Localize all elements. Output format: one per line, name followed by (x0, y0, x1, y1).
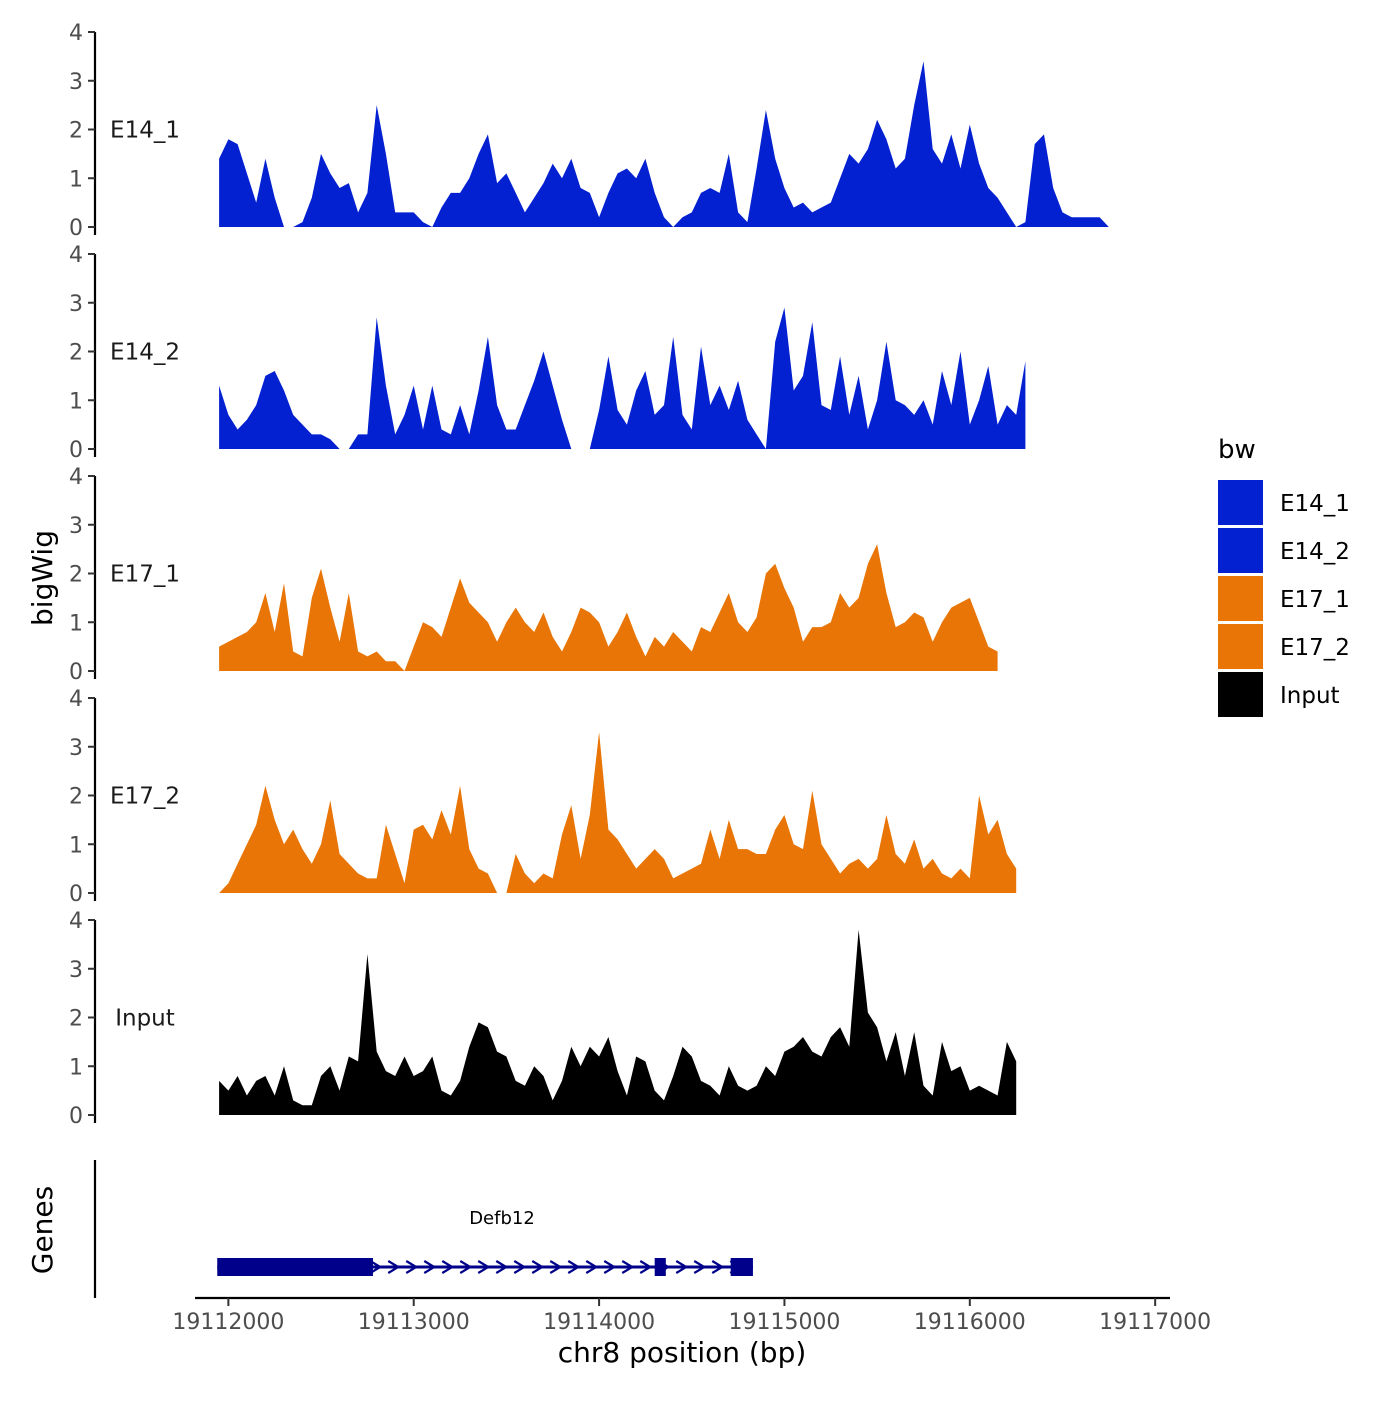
coverage-area-e14_1 (219, 61, 1119, 227)
y-tick-label: 4 (69, 243, 83, 268)
track-e17_2: 0 1 2 3 4 E17_2 (69, 687, 1017, 907)
y-tick-label: 1 (69, 611, 83, 636)
legend-title: bw (1218, 435, 1256, 465)
legend-entry-e17_1: E17_1 (1218, 576, 1350, 621)
legend-label: E14_2 (1280, 539, 1350, 565)
y-tick-label: 3 (69, 514, 83, 539)
y-tick-label: 2 (69, 119, 83, 144)
y-tick-label: 4 (69, 909, 83, 934)
legend-entry-e14_2: E14_2 (1218, 528, 1350, 573)
strand-arrow (477, 1260, 491, 1274)
strand-arrow (495, 1260, 509, 1274)
legend: bw E14_1 E14_2 E17_1 E17_2 Input (1218, 435, 1350, 717)
legend-entry-input: Input (1218, 672, 1340, 717)
y-tick-label: 2 (69, 341, 83, 366)
strand-arrow (675, 1260, 689, 1274)
strand-arrow (585, 1260, 599, 1274)
x-axis-label: chr8 position (bp) (558, 1336, 807, 1369)
legend-label: Input (1280, 683, 1340, 709)
strand-arrow (387, 1260, 401, 1274)
strand-arrow (639, 1260, 653, 1274)
y-tick-label: 1 (69, 167, 83, 192)
gene-exon (654, 1258, 666, 1276)
legend-swatch (1218, 624, 1263, 669)
legend-label: E14_1 (1280, 491, 1350, 517)
y-tick-label: 0 (69, 216, 83, 241)
track-e14_1: 0 1 2 3 4 E14_1 (69, 21, 1119, 241)
y-tick-label: 3 (69, 292, 83, 317)
coverage-area-e14_2 (219, 307, 1026, 449)
y-tick-label: 4 (69, 687, 83, 712)
y-tick-label: 1 (69, 833, 83, 858)
y-tick-label: 0 (69, 438, 83, 463)
legend-swatch (1218, 672, 1263, 717)
gene-exon (217, 1258, 373, 1276)
strand-arrow (513, 1260, 527, 1274)
strand-arrow (621, 1260, 635, 1274)
y-tick-label: 2 (69, 563, 83, 588)
y-tick-label: 3 (69, 736, 83, 761)
y-tick-label: 0 (69, 882, 83, 907)
y-tick-label: 2 (69, 1007, 83, 1032)
coverage-area-input (219, 929, 1017, 1115)
legend-entry-e17_2: E17_2 (1218, 624, 1350, 669)
strand-arrow (459, 1260, 473, 1274)
y-tick-label: 3 (69, 70, 83, 95)
y-tick-label: 4 (69, 21, 83, 46)
x-tick-label: 19114000 (543, 1310, 655, 1335)
track-label: E17_1 (110, 562, 180, 588)
y-tick-label: 2 (69, 785, 83, 810)
strand-arrow (693, 1260, 707, 1274)
x-tick-label: 19112000 (172, 1310, 284, 1335)
strand-arrow (531, 1260, 545, 1274)
strand-arrow (369, 1260, 383, 1274)
strand-arrow (603, 1260, 617, 1274)
x-tick-label: 19117000 (1099, 1310, 1211, 1335)
x-axis: 19112000 19113000 19114000 19115000 19116000… (172, 1296, 1211, 1335)
track-label: E14_1 (110, 118, 180, 144)
track-e14_2: 0 1 2 3 4 E14_2 (69, 243, 1026, 463)
strand-arrow (423, 1260, 437, 1274)
x-tick-label: 19116000 (914, 1310, 1026, 1335)
x-tick-label: 19115000 (728, 1310, 840, 1335)
strand-arrow (711, 1260, 725, 1274)
coverage-area-e17_1 (219, 544, 998, 671)
track-input: 0 1 2 3 4 Input (69, 909, 1017, 1129)
strand-arrow (441, 1260, 455, 1274)
y-tick-label: 0 (69, 1104, 83, 1129)
y-axis-label: bigWig (26, 530, 59, 626)
y-tick-label: 0 (69, 660, 83, 685)
y-tick-label: 3 (69, 958, 83, 983)
legend-entry-e14_1: E14_1 (1218, 480, 1350, 525)
gene-name-label: Defb12 (469, 1208, 535, 1229)
track-e17_1: 0 1 2 3 4 E17_1 (69, 465, 998, 685)
track-label: Input (115, 1006, 175, 1032)
y-tick-label: 1 (69, 1055, 83, 1080)
strand-arrow (549, 1260, 563, 1274)
strand-arrow (405, 1260, 419, 1274)
genes-panel: Defb12 (93, 1160, 753, 1298)
legend-label: E17_1 (1280, 587, 1350, 613)
y-tick-label: 1 (69, 389, 83, 414)
track-label: E14_2 (110, 340, 180, 366)
track-label: E17_2 (110, 784, 180, 810)
gene-exon (730, 1258, 753, 1276)
strand-arrow (567, 1260, 581, 1274)
tracks-layer: 0 1 2 3 4 E14_1 0 1 2 3 4 E14_2 0 1 2 3 4 E17_1 0 1 2 3 4 E17_2… (69, 21, 1119, 1129)
coverage-area-e17_2 (219, 732, 1017, 893)
legend-swatch (1218, 480, 1263, 525)
genes-axis-label: Genes (26, 1186, 59, 1274)
legend-swatch (1218, 576, 1263, 621)
legend-swatch (1218, 528, 1263, 573)
legend-label: E17_2 (1280, 635, 1350, 661)
x-tick-label: 19113000 (358, 1310, 470, 1335)
y-tick-label: 4 (69, 465, 83, 490)
